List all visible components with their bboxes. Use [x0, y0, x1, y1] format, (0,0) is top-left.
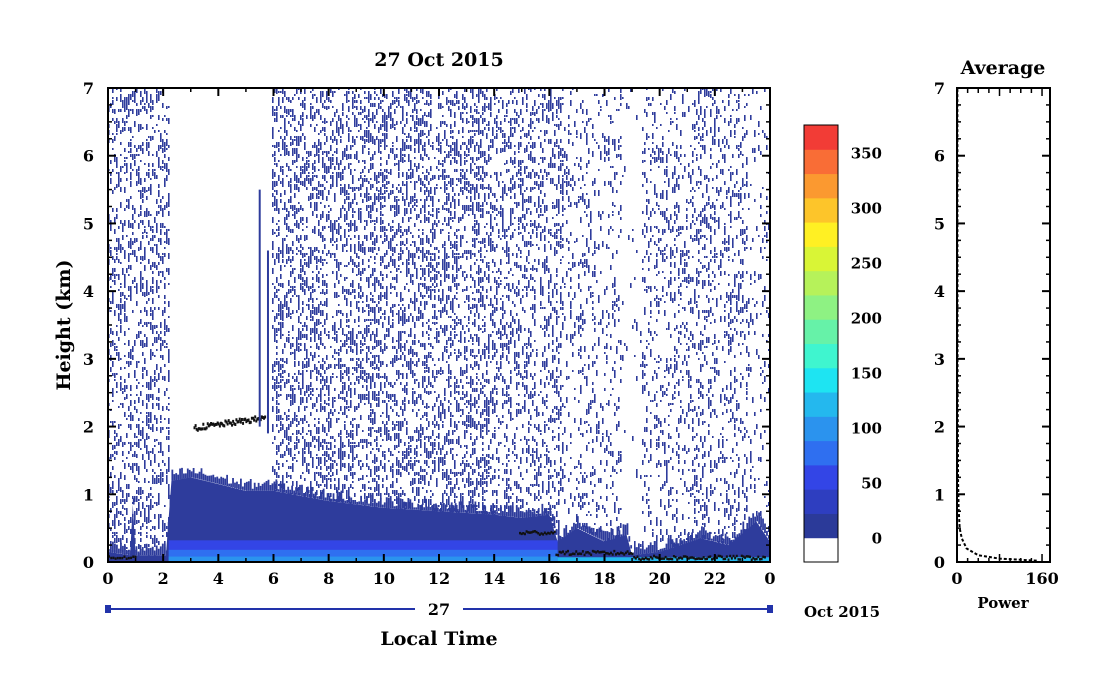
average-y-tick-label: 0 — [934, 553, 945, 572]
average-y-tick-label: 7 — [934, 79, 945, 98]
main-y-tick-label: 3 — [83, 350, 94, 369]
colorbar: 0 50 100 150 200 250 300 350 — [803, 124, 882, 563]
colorbar-segment — [804, 294, 838, 320]
main-y-tick-label: 5 — [83, 214, 94, 233]
average-y-tick-label: 2 — [934, 418, 945, 437]
colorbar-segment — [804, 270, 838, 296]
main-x-tick-label: 20 — [649, 569, 671, 588]
main-x-tick-label: 10 — [373, 569, 395, 588]
average-profile-line — [957, 88, 1037, 562]
main-x-tick-label: 0 — [102, 569, 113, 588]
main-y-tick-label: 1 — [83, 485, 94, 504]
colorbar-segment — [804, 440, 838, 466]
colorbar-tick-label: 0 — [872, 530, 882, 548]
colorbar-segment — [804, 246, 838, 272]
colorbar-tick-label: 150 — [851, 365, 882, 383]
boundary-layer-edge — [108, 467, 770, 556]
colorbar-tick-label: 100 — [851, 420, 882, 438]
colorbar-segment — [804, 149, 838, 175]
average-y-tick-label: 5 — [934, 214, 945, 233]
noise-speckle — [108, 88, 770, 562]
main-y-tick-label: 4 — [83, 282, 94, 301]
colorbar-tick-label: 300 — [851, 200, 882, 218]
date-axis-month-label: Oct 2015 — [804, 603, 880, 621]
main-chart-title: 27 Oct 2015 — [374, 49, 503, 71]
colorbar-segment — [804, 125, 838, 150]
average-y-tick-label: 6 — [934, 147, 945, 166]
colorbar-tick-label: 50 — [861, 475, 882, 493]
colorbar-tick-label: 350 — [851, 145, 882, 163]
main-x-tick-label: 12 — [428, 569, 450, 588]
average-chart-title: Average — [960, 57, 1046, 79]
layer-top-dots — [108, 530, 766, 562]
colorbar-segment — [804, 343, 838, 369]
colorbar-segment — [804, 319, 838, 344]
colorbar-tick-label: 250 — [851, 255, 882, 273]
average-y-tick-label: 3 — [934, 350, 945, 369]
colorbar-segment — [804, 392, 838, 417]
colorbar-segment — [804, 173, 838, 199]
colorbar-tick-label: 200 — [851, 310, 882, 328]
date-axis-day-label: 27 — [428, 600, 450, 619]
main-x-tick-label: 16 — [538, 569, 560, 588]
colorbar-segment — [804, 197, 838, 223]
colorbar-segment — [804, 416, 838, 442]
colorbar-frame — [803, 124, 839, 563]
average-profile-plot: 0 1 2 3 4 5 6 7 0 160 — [934, 79, 1059, 588]
average-x-tick-label: 0 — [951, 569, 962, 588]
average-x-tick-label: 160 — [1025, 569, 1058, 588]
average-x-axis-label: Power — [977, 594, 1029, 612]
main-y-tick-label: 0 — [83, 553, 94, 572]
main-y-tick-label: 2 — [83, 418, 94, 437]
main-x-tick-label: 8 — [323, 569, 334, 588]
main-x-tick-label: 0 — [764, 569, 775, 588]
main-x-tick-label: 14 — [483, 569, 505, 588]
colorbar-segment — [804, 537, 838, 563]
colorbar-segment — [804, 489, 838, 514]
main-x-tick-label: 2 — [158, 569, 169, 588]
surface-band-3 — [168, 556, 558, 562]
colorbar-segment — [804, 513, 838, 539]
colorbar-segment — [804, 222, 838, 247]
main-x-tick-label: 6 — [268, 569, 279, 588]
colorbar-segment — [804, 464, 838, 490]
main-x-tick-label: 4 — [213, 569, 224, 588]
main-x-tick-label: 18 — [593, 569, 615, 588]
main-y-axis-label: Height (km) — [53, 260, 75, 391]
elevated-layer-dots — [193, 415, 267, 432]
average-y-tick-label: 1 — [934, 485, 945, 504]
date-axis: 27 Oct 2015 — [105, 600, 880, 621]
average-y-tick-label: 4 — [934, 282, 945, 301]
colorbar-segment — [804, 367, 838, 393]
main-x-tick-label: 22 — [704, 569, 726, 588]
main-y-tick-label: 6 — [83, 147, 94, 166]
main-x-axis-label: Local Time — [380, 628, 497, 650]
main-y-tick-label: 7 — [83, 79, 94, 98]
average-plot-frame — [956, 87, 1051, 563]
